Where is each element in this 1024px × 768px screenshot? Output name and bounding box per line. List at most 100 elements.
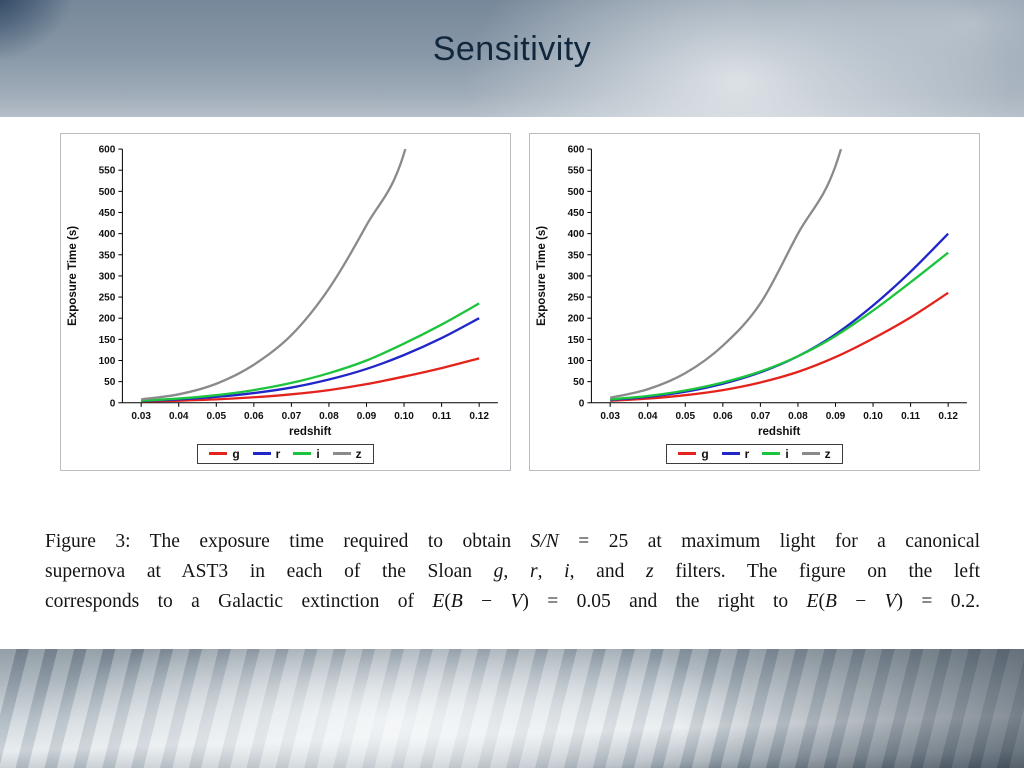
y-tick-label: 450: [99, 208, 116, 219]
chart-left-plot: 0 50 100 150 200 250 300 350 400 450 500 550 600 0.03…: [67, 145, 498, 438]
legend-line-swatch-r: [252, 452, 271, 456]
slide-body: 0 50 100 150 200 250 300 350 400 450 500 550 600 0.03…: [0, 117, 1024, 649]
figure-caption: Figure 3: The exposure time required to …: [45, 527, 980, 617]
x-tick-label: 0.12: [469, 411, 489, 422]
caption-text: −: [462, 590, 511, 612]
caption-text: supernova at AST3 in each of the Sloan: [45, 560, 494, 582]
slide-header-background: Sensitivity: [0, 0, 1024, 117]
caption-math-text: E: [806, 590, 819, 612]
y-tick-label: 250: [568, 293, 585, 304]
x-tick-label: 0.05: [207, 411, 227, 422]
series-curve-r: [610, 232, 949, 401]
y-tick-label: 550: [568, 166, 585, 177]
y-tick-label: 100: [568, 356, 585, 367]
y-tick-label: 200: [99, 314, 116, 325]
y-tick-label: 50: [573, 377, 585, 388]
x-tick-label: 0.10: [394, 411, 414, 422]
chart-left-panel: 0 50 100 150 200 250 300 350 400 450 500 550 600 0.03…: [60, 133, 511, 471]
y-tick-label: 350: [568, 250, 585, 261]
caption-text: , and: [569, 560, 647, 582]
legend-item-z: z: [332, 446, 362, 461]
caption-text: −: [836, 590, 885, 612]
legend-line-swatch-r: [721, 452, 740, 456]
y-tick-label: 400: [99, 229, 116, 240]
x-tick-label: 0.03: [600, 411, 620, 422]
legend-line-swatch-g: [678, 452, 697, 456]
caption-math-text: g: [493, 560, 504, 582]
x-tick-label: 0.07: [282, 411, 302, 422]
caption-text: (: [818, 590, 825, 612]
series-curve-z: [609, 149, 843, 399]
x-tick-label: 0.08: [319, 411, 339, 422]
caption-math-text: V: [510, 590, 523, 612]
x-axis-title: redshift: [758, 426, 801, 438]
series-curve-r: [141, 317, 480, 403]
legend-item-g: g: [678, 447, 709, 461]
series-curve-g: [141, 357, 480, 403]
caption-text: corresponds to a Galactic extinction of: [45, 590, 433, 612]
legend-label-g: g: [232, 446, 240, 461]
x-tick-label: 0.08: [788, 411, 808, 422]
x-tick-label: 0.12: [938, 411, 958, 422]
y-axis-title: Exposure Time (s): [536, 226, 548, 326]
legend-line-swatch-z: [801, 452, 820, 456]
figure-caption-line: supernova at AST3 in each of the Sloan g…: [45, 557, 980, 587]
caption-text: ) = 0.2.: [896, 590, 981, 612]
caption-math-text: z: [646, 560, 654, 582]
figure-caption-line: Figure 3: The exposure time required to …: [45, 527, 980, 557]
x-tick-label: 0.05: [676, 411, 696, 422]
y-tick-label: 400: [568, 229, 585, 240]
slide-title: Sensitivity: [432, 30, 592, 68]
chart-right-plot: 0 50 100 150 200 250 300 350 400 450 500 550 600 0.03…: [536, 145, 967, 438]
y-tick-label: 100: [99, 356, 116, 367]
y-tick-label: 500: [99, 187, 116, 198]
legend-item-r: r: [252, 446, 281, 461]
legend-item-i: i: [762, 446, 789, 461]
caption-text: ,: [503, 560, 530, 582]
caption-math-text: B: [824, 590, 837, 612]
series-curve-z: [141, 149, 407, 401]
legend-item-z: z: [801, 446, 831, 461]
y-tick-label: 300: [99, 271, 116, 282]
legend-label-i: i: [316, 446, 320, 461]
x-tick-label: 0.09: [357, 411, 377, 422]
x-axis-title: redshift: [289, 426, 332, 438]
x-tick-label: 0.07: [751, 411, 771, 422]
legend-label-z: z: [355, 446, 362, 461]
y-tick-label: 600: [568, 145, 585, 156]
x-tick-label: 0.06: [713, 411, 733, 422]
y-tick-label: 0: [110, 398, 116, 409]
caption-math-text: i: [564, 560, 570, 582]
legend-line-swatch-i: [762, 452, 781, 456]
series-curve-i: [610, 251, 949, 401]
series-curve-g: [610, 291, 949, 402]
caption-math-text: B: [450, 590, 463, 612]
y-tick-label: 550: [99, 166, 116, 177]
y-tick-label: 600: [99, 145, 116, 156]
x-tick-label: 0.04: [638, 411, 658, 422]
y-tick-label: 50: [104, 377, 116, 388]
legend-item-i: i: [293, 446, 320, 461]
y-tick-label: 350: [99, 250, 116, 261]
caption-math-text: V: [884, 590, 897, 612]
y-tick-label: 0: [579, 398, 585, 409]
series-curve-i: [141, 302, 480, 402]
caption-text: ) = 0.05 and the right to: [522, 590, 807, 612]
y-tick-label: 200: [568, 314, 585, 325]
caption-text: Figure 3: The exposure time required to …: [45, 530, 531, 552]
chart-right-panel: 0 50 100 150 200 250 300 350 400 450 500 550 600 0.03…: [529, 133, 980, 471]
legend-line-swatch-g: [209, 452, 228, 456]
figure-caption-line: corresponds to a Galactic extinction of …: [45, 587, 980, 617]
y-tick-label: 150: [568, 335, 585, 346]
legend-label-r: r: [275, 446, 281, 461]
caption-text: (: [444, 590, 451, 612]
x-tick-label: 0.06: [244, 411, 264, 422]
slide-footer-background: [0, 649, 1024, 768]
caption-math-text: S/N: [530, 530, 559, 552]
caption-text: ,: [537, 560, 565, 582]
legend-label-i: i: [785, 446, 789, 461]
legend-label-z: z: [824, 446, 831, 461]
